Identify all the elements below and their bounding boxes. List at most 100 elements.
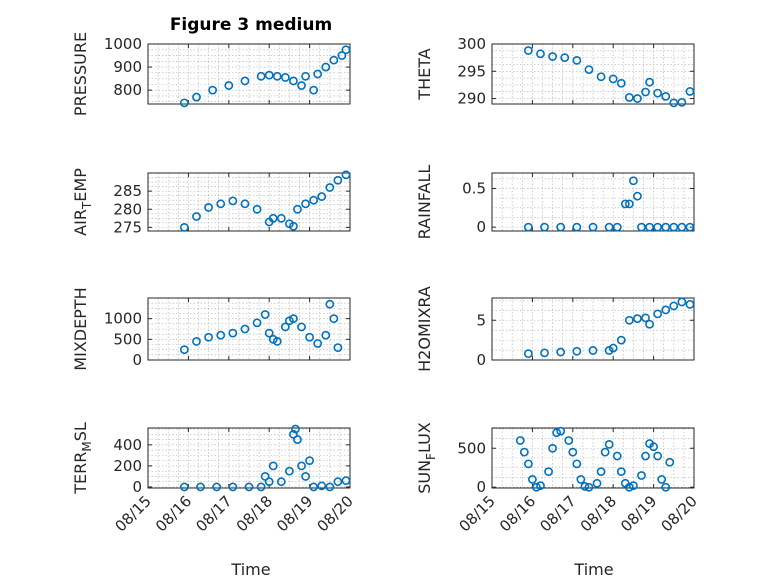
y-tick-label: 0 — [476, 478, 486, 496]
data-point — [204, 332, 213, 342]
data-point — [523, 349, 533, 359]
data-point — [616, 467, 626, 477]
y-axis-label-sub: M — [80, 441, 94, 451]
y-axis-label-sub: T — [80, 201, 94, 210]
axes-frame — [147, 297, 351, 361]
data-point — [649, 442, 658, 452]
data-point — [268, 461, 278, 471]
axes-frame — [147, 172, 351, 232]
data-point — [256, 482, 266, 492]
data-point — [325, 299, 335, 309]
data-point — [523, 46, 533, 55]
data-point — [228, 328, 238, 338]
x-tick-label: 08/20 — [658, 492, 701, 535]
y-axis-label-rest: LUX — [415, 422, 434, 453]
data-point — [532, 482, 541, 492]
data-point — [179, 98, 189, 108]
data-point — [584, 482, 594, 492]
data-point — [572, 55, 582, 65]
y-tick-label: 800 — [113, 81, 142, 99]
data-point — [600, 447, 610, 457]
data-point — [321, 62, 331, 72]
data-point — [515, 436, 525, 445]
data-point — [317, 192, 327, 201]
y-axis-label: PRESSURE — [71, 32, 90, 116]
data-point — [572, 222, 582, 232]
data-point — [280, 322, 290, 332]
data-point — [325, 482, 335, 492]
data-point — [588, 222, 598, 232]
x-tick-label: 08/15 — [112, 492, 155, 535]
data-point — [540, 348, 549, 358]
data-point — [289, 76, 298, 86]
subplot-grid: 800 900 1000 PRESSURE 290 295 300 THETA 27528028… — [71, 32, 701, 535]
data-point — [536, 49, 545, 59]
data-point — [556, 222, 566, 232]
data-point — [661, 91, 671, 101]
data-point — [276, 213, 286, 223]
axes-frame — [147, 43, 351, 105]
data-point — [240, 76, 250, 86]
y-tick-label: 500 — [113, 330, 142, 348]
data-point — [645, 319, 654, 329]
y-axis-label: MIXDEPTH — [71, 287, 90, 370]
data-point — [572, 459, 582, 469]
data-point — [528, 475, 537, 484]
data-point — [544, 467, 553, 477]
y-tick-label: 1000 — [104, 310, 142, 328]
data-point — [641, 313, 650, 323]
data-point — [624, 93, 634, 102]
data-point — [309, 195, 319, 205]
data-point — [329, 55, 339, 65]
data-point — [523, 459, 533, 469]
data-point — [208, 85, 218, 95]
data-point — [256, 71, 266, 81]
axes-frame — [491, 297, 695, 361]
data-point — [260, 310, 270, 319]
y-tick-label: 200 — [113, 457, 142, 475]
data-point — [540, 222, 549, 232]
data-point — [289, 221, 298, 231]
y-tick-label: 280 — [113, 200, 142, 218]
data-point — [612, 222, 622, 232]
data-point — [661, 222, 671, 232]
data-point — [301, 472, 310, 481]
data-point — [653, 88, 663, 98]
data-point — [592, 478, 602, 488]
data-point — [523, 222, 533, 232]
y-axis-label: TERRMSL — [71, 422, 94, 495]
data-point — [556, 347, 566, 357]
subplot-4: 0 0.5 RAINFALL — [415, 165, 695, 239]
data-point — [604, 222, 614, 232]
x-tick-label: 08/18 — [233, 492, 276, 535]
data-point — [333, 343, 343, 352]
data-point — [179, 345, 189, 355]
y-tick-label: 290 — [457, 90, 486, 108]
data-point — [677, 297, 687, 307]
subplot-1: 800 900 1000 PRESSURE — [71, 32, 351, 116]
chart-title: Figure 3 medium — [170, 15, 332, 35]
data-point — [179, 222, 189, 232]
data-point — [301, 199, 310, 209]
x-tick-label: 08/19 — [617, 492, 660, 535]
data-point — [305, 456, 314, 466]
data-point — [665, 457, 675, 467]
y-tick-label: 400 — [113, 436, 142, 454]
data-point — [641, 87, 650, 97]
data-point — [596, 467, 606, 477]
data-point — [612, 451, 622, 461]
data-point — [264, 70, 274, 80]
data-point — [576, 475, 586, 484]
data-point — [685, 222, 695, 232]
y-tick-label: 300 — [457, 35, 486, 53]
x-axis-label-left: Time — [230, 560, 270, 579]
y-axis-label-main: TERR — [71, 452, 90, 495]
y-axis-label-main: SUN — [415, 460, 434, 494]
data-point — [268, 213, 278, 223]
y-tick-label: 500 — [457, 439, 486, 457]
data-point — [216, 199, 226, 209]
data-point — [629, 481, 638, 491]
